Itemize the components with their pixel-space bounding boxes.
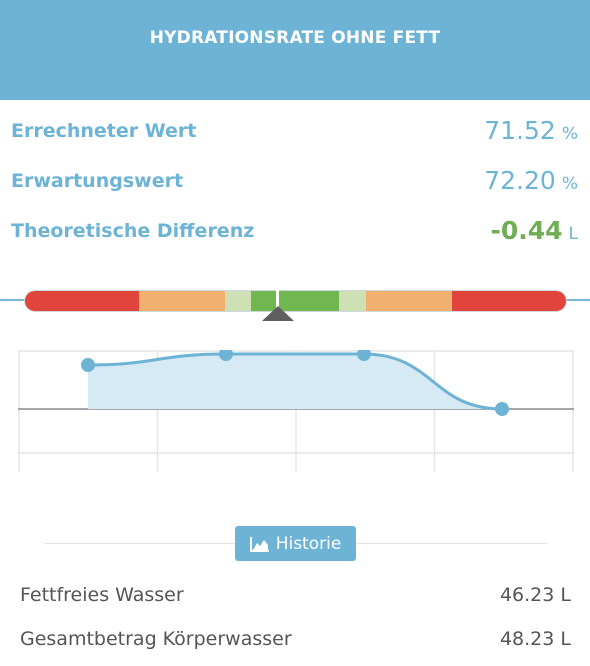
- info-value: 48.23 L: [499, 628, 571, 650]
- metric-value-group: -0.44 L: [490, 216, 578, 245]
- scale-position-marker: [276, 290, 279, 308]
- metric-label: Errechneter Wert: [11, 120, 197, 142]
- data-point: [81, 358, 95, 372]
- info-row-total-body-water: Gesamtbetrag Körperwasser 48.23 L: [20, 625, 571, 655]
- metric-value-group: 72.20 %: [484, 166, 578, 195]
- info-value: 46.23 L: [499, 584, 571, 606]
- data-point: [357, 350, 371, 361]
- metric-theoretical-difference: Theoretische Differenz -0.44 L: [0, 212, 590, 252]
- history-button[interactable]: Historie: [235, 526, 356, 561]
- info-label: Fettfreies Wasser: [20, 584, 184, 606]
- info-row-fat-free-water: Fettfreies Wasser 46.23 L: [20, 581, 571, 611]
- area-chart-icon: [249, 536, 269, 552]
- scale-segment-light-green-right: [338, 291, 366, 311]
- metric-value-group: 71.52 %: [484, 116, 578, 145]
- scale-segment-orange-right: [365, 291, 453, 311]
- history-button-label: Historie: [275, 533, 342, 554]
- history-chart: [18, 350, 574, 472]
- scale-pointer-icon: [262, 306, 294, 321]
- metric-label: Theoretische Differenz: [11, 220, 255, 242]
- scale-segment-red-right: [452, 291, 566, 311]
- metric-value: -0.44: [490, 216, 563, 245]
- metric-unit: %: [561, 174, 578, 194]
- metric-expected-value: Erwartungswert 72.20 %: [0, 162, 590, 202]
- metric-calculated-value: Errechneter Wert 71.52 %: [0, 112, 590, 152]
- metric-unit: %: [561, 124, 578, 144]
- header-bar: HYDRATIONSRATE OHNE FETT: [0, 0, 590, 100]
- metric-unit: L: [568, 224, 578, 244]
- scale-segment-light-green-left: [225, 291, 252, 311]
- series-line: [87, 352, 503, 411]
- series-area: [88, 354, 502, 409]
- scale-segment-red-left: [25, 291, 139, 311]
- metric-value: 71.52: [484, 116, 556, 145]
- page-title: HYDRATIONSRATE OHNE FETT: [149, 28, 441, 48]
- metric-label: Erwartungswert: [11, 170, 184, 192]
- data-point: [219, 350, 233, 361]
- range-scale-bar: [24, 290, 567, 312]
- data-point: [495, 402, 509, 416]
- info-label: Gesamtbetrag Körperwasser: [20, 628, 292, 650]
- scale-segment-orange-left: [138, 291, 226, 311]
- metric-value: 72.20: [484, 166, 556, 195]
